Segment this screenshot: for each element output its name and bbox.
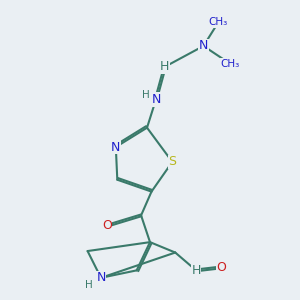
Text: O: O: [102, 219, 112, 232]
Text: CH₃: CH₃: [209, 17, 228, 27]
Text: O: O: [216, 261, 226, 274]
Text: N: N: [111, 140, 121, 154]
Text: H: H: [142, 90, 149, 100]
Text: S: S: [168, 155, 176, 168]
Text: CH₃: CH₃: [220, 59, 240, 69]
Text: N: N: [199, 40, 208, 52]
Text: N: N: [151, 93, 160, 106]
Text: N: N: [96, 271, 106, 284]
Text: H: H: [160, 60, 170, 73]
Text: H: H: [85, 280, 93, 290]
Text: H: H: [191, 264, 201, 277]
